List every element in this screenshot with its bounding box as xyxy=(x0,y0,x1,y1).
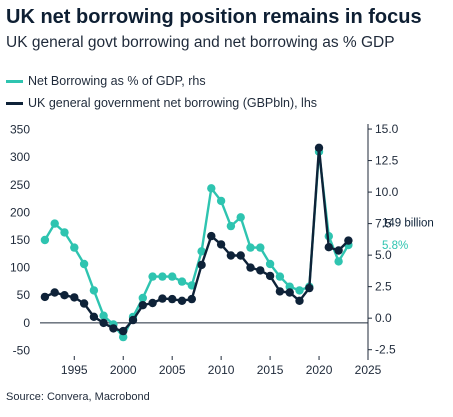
data-point-pct xyxy=(285,282,294,291)
data-point-gbp xyxy=(324,243,333,252)
right-tick-label: 15.0 xyxy=(375,122,399,136)
data-point-pct xyxy=(207,184,216,193)
data-point-pct xyxy=(168,272,177,281)
data-point-gbp xyxy=(344,236,353,245)
data-point-gbp xyxy=(246,263,255,272)
data-point-pct xyxy=(226,221,236,231)
x-tick-label: 1995 xyxy=(61,363,88,377)
legend-item-pct: Net Borrowing as % of GDP, rhs xyxy=(6,70,317,92)
data-point-pct xyxy=(148,272,157,281)
right-tick-label: 10.0 xyxy=(375,185,399,199)
right-tick-label: -2.5 xyxy=(375,343,396,357)
data-point-gbp xyxy=(79,299,89,308)
right-tick-label: 7.5 xyxy=(375,217,392,231)
data-point-gbp xyxy=(285,288,294,297)
chart-annotations: 149 billion 5.8% xyxy=(382,218,434,252)
data-point-pct xyxy=(295,286,304,295)
data-point-gbp xyxy=(50,288,59,297)
data-point-gbp xyxy=(109,324,118,333)
chart-axes: -50 0 50 100 150 200 250 300 350 -2.5 0.0 2.5 5.0 7.5… xyxy=(10,122,399,377)
right-tick-label: 2.5 xyxy=(375,280,392,294)
data-point-pct xyxy=(256,243,265,252)
data-point-gbp xyxy=(265,271,275,281)
series-line-gbp xyxy=(44,146,350,333)
chart-subtitle: UK general govt borrowing and net borrow… xyxy=(6,34,395,51)
data-point-pct xyxy=(99,311,108,320)
left-tick-label: 50 xyxy=(17,288,31,302)
data-point-pct xyxy=(334,257,343,266)
right-tick-label: 0.0 xyxy=(375,311,392,325)
x-tick-label: 2000 xyxy=(110,363,137,377)
left-tick-label: -50 xyxy=(13,343,31,357)
left-tick-label: 250 xyxy=(10,178,30,192)
data-point-gbp xyxy=(314,143,324,152)
data-point-gbp xyxy=(197,260,206,270)
data-point-pct xyxy=(246,243,255,252)
data-point-pct xyxy=(275,272,285,281)
data-point-pct xyxy=(197,247,206,256)
data-point-gbp xyxy=(334,246,343,255)
data-point-pct xyxy=(158,272,167,281)
data-point-pct xyxy=(60,228,69,237)
data-point-pct xyxy=(119,332,128,342)
left-tick-label: 200 xyxy=(10,205,30,219)
legend-label-pct: Net Borrowing as % of GDP, rhs xyxy=(28,74,206,88)
source-note: Source: Convera, Macrobond xyxy=(6,391,150,403)
data-point-pct xyxy=(79,259,89,269)
data-point-gbp xyxy=(187,294,196,304)
x-tick-label: 2015 xyxy=(257,363,284,377)
data-point-gbp xyxy=(236,251,245,260)
data-point-gbp xyxy=(70,293,79,302)
data-point-pct xyxy=(50,219,59,228)
annotation-billion: 149 billion xyxy=(382,218,434,230)
data-point-pct xyxy=(177,277,187,286)
x-tick-label: 2025 xyxy=(355,363,382,377)
data-point-gbp xyxy=(168,294,177,304)
series-line-pct xyxy=(43,150,350,339)
data-point-gbp xyxy=(158,294,167,303)
data-point-gbp xyxy=(40,292,50,302)
chart-legend: Net Borrowing as % of GDP, rhs UK genera… xyxy=(6,70,317,114)
legend-item-gbp: UK general government net borrowing (GBP… xyxy=(6,92,317,114)
data-point-gbp xyxy=(138,301,147,310)
left-tick-label: 350 xyxy=(10,123,30,137)
x-tick-label: 2005 xyxy=(159,363,186,377)
chart-title: UK net borrowing position remains in foc… xyxy=(6,6,422,28)
left-tick-label: 300 xyxy=(10,150,30,164)
x-tick-label: 2020 xyxy=(306,363,333,377)
left-tick-label: 0 xyxy=(23,316,30,330)
legend-swatch-gbp xyxy=(6,101,23,105)
data-point-gbp xyxy=(177,296,187,305)
data-point-gbp xyxy=(275,287,285,296)
data-point-gbp xyxy=(89,312,99,321)
data-point-gbp xyxy=(60,291,69,300)
data-point-pct xyxy=(138,293,147,303)
data-point-gbp xyxy=(119,326,128,336)
legend-swatch-pct xyxy=(6,79,23,83)
data-point-gbp xyxy=(148,298,157,308)
annotation-percent: 5.8% xyxy=(382,240,408,252)
data-point-gbp xyxy=(207,231,216,241)
chart-series xyxy=(40,143,353,342)
data-point-pct xyxy=(265,259,275,269)
data-point-pct xyxy=(89,286,99,295)
data-point-gbp xyxy=(226,251,236,260)
data-point-gbp xyxy=(99,318,108,328)
data-point-pct xyxy=(216,196,226,206)
data-point-gbp xyxy=(216,240,226,249)
data-point-pct xyxy=(70,243,79,252)
right-tick-label: 5.0 xyxy=(375,248,392,262)
data-point-gbp xyxy=(295,296,304,305)
legend-label-gbp: UK general government net borrowing (GBP… xyxy=(28,96,318,110)
data-point-pct xyxy=(236,213,245,222)
x-tick-label: 2010 xyxy=(208,363,235,377)
data-point-gbp xyxy=(305,283,314,293)
left-tick-label: 150 xyxy=(10,233,30,247)
right-tick-label: 12.5 xyxy=(375,154,399,168)
left-tick-label: 100 xyxy=(10,261,30,275)
data-point-pct xyxy=(40,235,50,245)
data-point-gbp xyxy=(256,266,265,275)
data-point-gbp xyxy=(128,315,138,325)
